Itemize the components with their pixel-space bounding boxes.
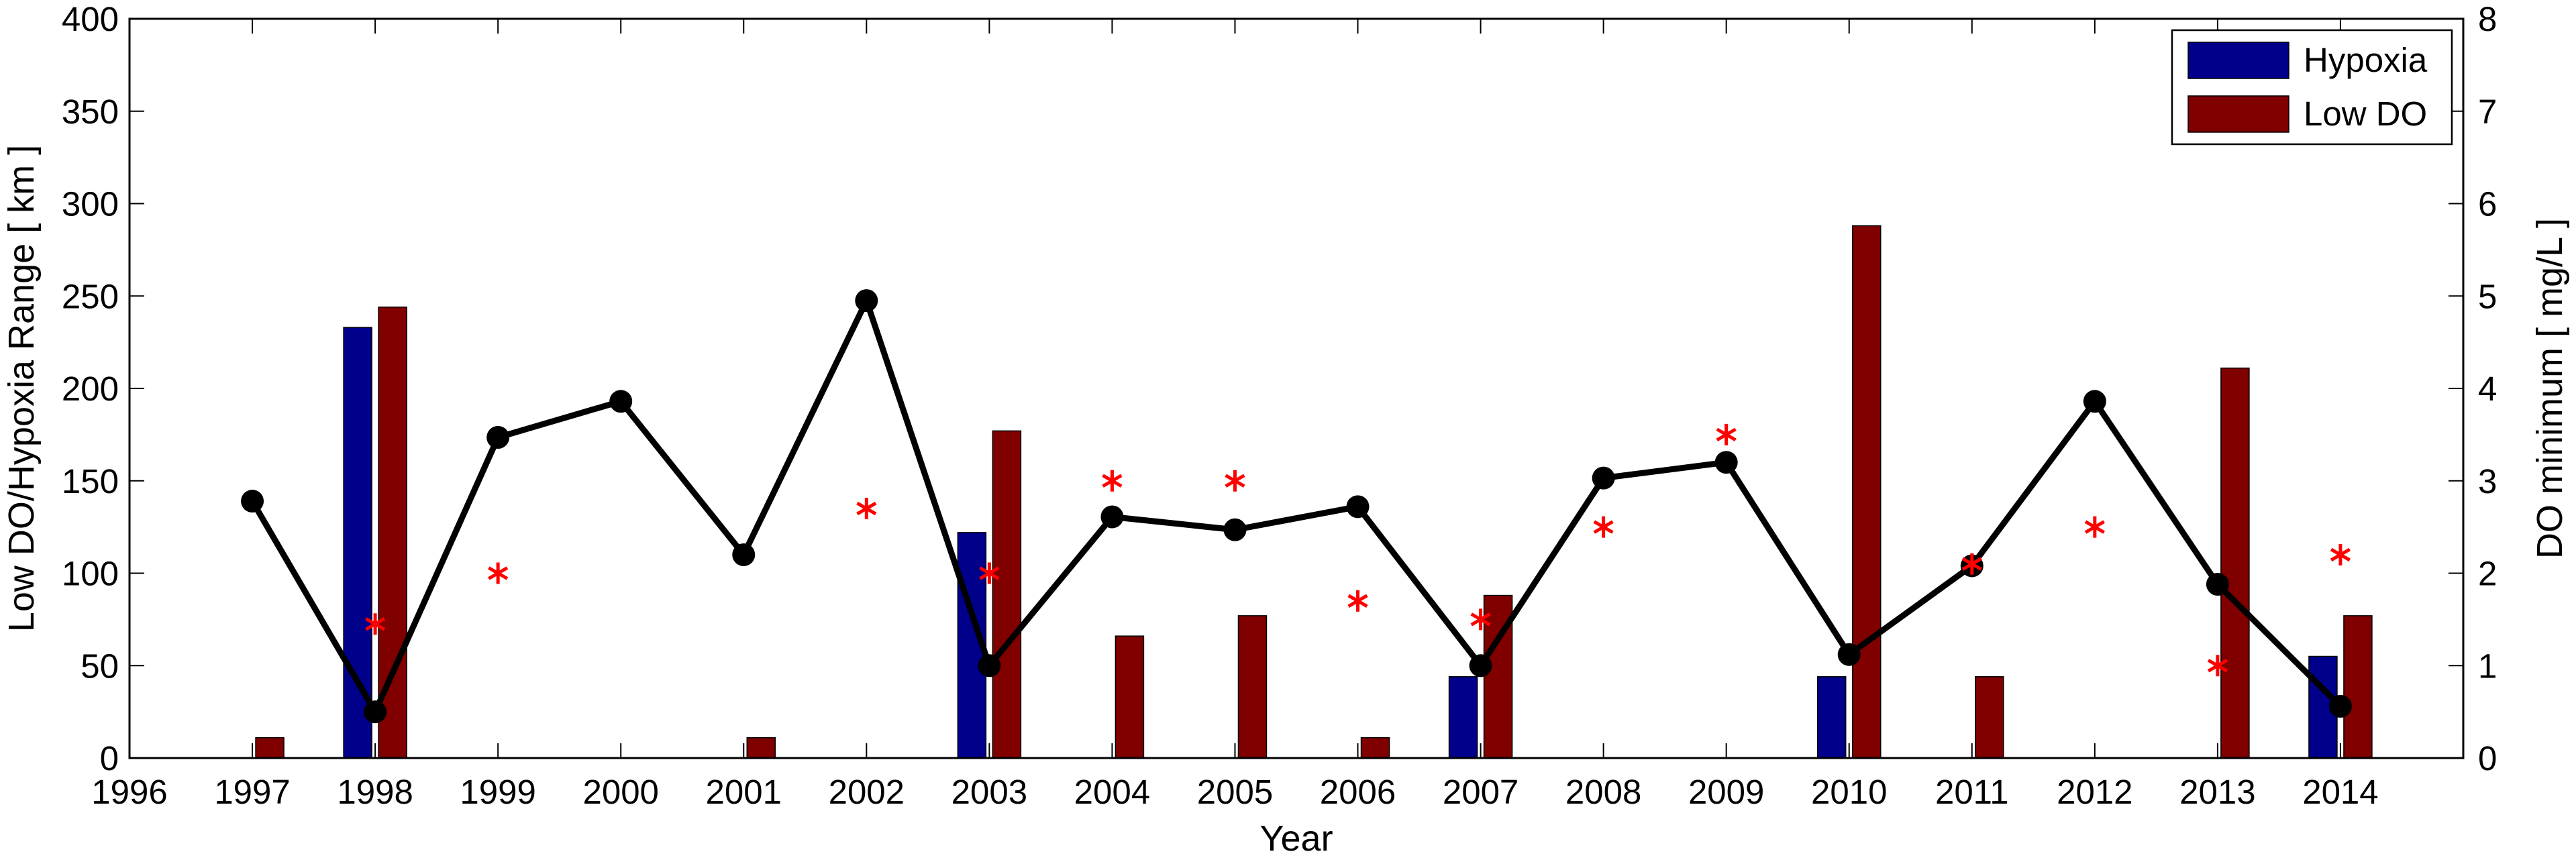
y-tick-label: 0 (100, 739, 119, 777)
x-tick-label: 1997 (214, 773, 290, 811)
bar-low-do-1998 (378, 307, 407, 759)
x-tick-label: 2008 (1565, 773, 1641, 811)
bar-low-do-1997 (255, 737, 285, 759)
legend-swatch-low-do (2187, 95, 2289, 133)
y-tick-label: 250 (62, 277, 119, 315)
x-tick-label: 1996 (91, 773, 167, 811)
line-point-2005 (1223, 518, 1247, 541)
legend-label-hypoxia: Hypoxia (2304, 41, 2428, 79)
asterisk-marker-2009 (1716, 423, 1737, 445)
asterisk-marker-1998 (364, 613, 386, 635)
x-axis-title: Year (1259, 818, 1333, 859)
asterisk-marker-2004 (1102, 470, 1123, 492)
x-tick-label: 2009 (1688, 773, 1764, 811)
x-tick-label: 1999 (460, 773, 535, 811)
legend: Hypoxia Low DO (2171, 29, 2453, 146)
y-tick-label: 200 (62, 370, 119, 408)
y2-axis-title: DO minimum [ mg/L ] (2530, 218, 2570, 559)
asterisk-marker-2006 (1347, 590, 1368, 612)
y-tick-label: 50 (81, 647, 119, 685)
legend-label-low-do: Low DO (2304, 95, 2427, 133)
x-tick-label: 2003 (951, 773, 1027, 811)
y2-tick-label: 5 (2478, 277, 2497, 315)
bar-low-do-2006 (1360, 737, 1390, 759)
asterisk-marker-2005 (1225, 470, 1245, 492)
y-axis-title: Low DO/Hypoxia Range [ km ] (1, 145, 42, 632)
x-tick-label: 2011 (1935, 773, 2009, 811)
line-point-2000 (609, 390, 633, 413)
bar-low-do-2013 (2220, 367, 2250, 759)
asterisk-marker-2003 (979, 562, 1000, 584)
line-point-2006 (1346, 495, 1370, 519)
asterisk-marker-2008 (1593, 516, 1614, 538)
line-point-2010 (1837, 643, 1861, 666)
line-point-2003 (978, 654, 1001, 678)
y2-tick-label: 4 (2478, 370, 2497, 408)
line-point-2012 (2083, 390, 2106, 413)
x-tick-label: 2001 (706, 773, 782, 811)
y2-tick-label: 7 (2478, 93, 2497, 131)
x-tick-label: 2002 (829, 773, 905, 811)
plot-frame (128, 17, 2465, 759)
bar-low-do-2004 (1115, 635, 1145, 759)
y-tick-label: 300 (62, 185, 119, 223)
x-tick-label: 2014 (2302, 773, 2378, 811)
asterisk-marker-2013 (2207, 655, 2228, 677)
bar-low-do-2014 (2343, 615, 2373, 759)
line-point-2001 (732, 543, 756, 566)
line-point-2004 (1100, 505, 1124, 529)
line-layer (241, 289, 2352, 724)
bar-low-do-2010 (1851, 225, 1882, 759)
y2-tick-label: 2 (2478, 555, 2497, 593)
line-point-2008 (1592, 466, 1615, 490)
line-point-1998 (364, 700, 387, 724)
x-tick-label: 2010 (1811, 773, 1887, 811)
line-point-2007 (1469, 654, 1492, 678)
x-tick-label: 2004 (1074, 773, 1150, 811)
line-point-2014 (2328, 694, 2352, 718)
y2-tick-label: 8 (2478, 0, 2497, 38)
line-point-1997 (241, 490, 264, 513)
bar-low-do-2003 (992, 430, 1022, 759)
asterisk-marker-2011 (1961, 553, 1982, 575)
x-tick-label: 2005 (1197, 773, 1273, 811)
bars-layer (255, 225, 2373, 759)
y2-tick-label: 6 (2478, 185, 2497, 223)
x-tick-label: 2012 (2057, 773, 2132, 811)
y2-tick-label: 0 (2478, 739, 2497, 777)
markers-layer (364, 423, 2351, 677)
line-point-2002 (855, 289, 878, 313)
y-tick-label: 150 (62, 462, 119, 500)
bar-low-do-2001 (746, 737, 776, 759)
x-tick-label: 2006 (1320, 773, 1396, 811)
y-tick-label: 100 (62, 555, 119, 593)
line-point-2013 (2206, 573, 2229, 596)
asterisk-marker-2012 (2084, 516, 2105, 538)
x-tick-label: 2007 (1443, 773, 1518, 811)
bar-hypoxia-2007 (1448, 676, 1478, 759)
bar-low-do-2005 (1237, 615, 1268, 759)
line-point-2009 (1714, 451, 1738, 474)
x-tick-label: 2000 (582, 773, 658, 811)
line-point-1999 (486, 426, 510, 449)
y-tick-label: 400 (62, 0, 119, 38)
asterisk-marker-2002 (856, 498, 877, 520)
legend-swatch-hypoxia (2187, 42, 2289, 79)
asterisk-marker-2014 (2330, 543, 2351, 565)
do-minimum-line (250, 297, 2343, 715)
y-tick-label: 350 (62, 93, 119, 131)
x-tick-label: 1998 (337, 773, 413, 811)
bar-hypoxia-2010 (1816, 676, 1847, 759)
x-tick-label: 2013 (2179, 773, 2255, 811)
y2-tick-label: 1 (2478, 647, 2497, 685)
asterisk-marker-2007 (1470, 608, 1491, 631)
y2-tick-label: 3 (2478, 462, 2497, 500)
asterisk-marker-1999 (488, 562, 509, 584)
bar-low-do-2011 (1975, 676, 2004, 759)
